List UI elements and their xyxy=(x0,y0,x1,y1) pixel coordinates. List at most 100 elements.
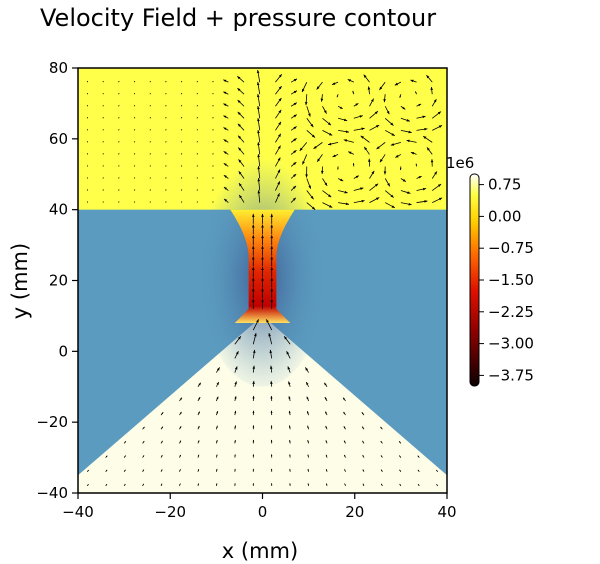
velocity-arrow xyxy=(270,235,274,246)
arrow-head xyxy=(277,181,280,185)
velocity-arrow xyxy=(160,483,163,487)
velocity-arrow xyxy=(212,129,214,131)
velocity-arrow xyxy=(123,469,126,472)
y-tick-label: 80 xyxy=(49,59,68,77)
arrow-head xyxy=(197,440,200,443)
velocity-arrow xyxy=(212,141,214,143)
arrow-head xyxy=(270,410,273,413)
velocity-arrow xyxy=(431,111,442,119)
arrow-head xyxy=(149,129,151,130)
velocity-arrow xyxy=(307,440,310,444)
arrow-head xyxy=(293,162,297,166)
velocity-arrow xyxy=(400,129,412,134)
arrow-head xyxy=(316,86,320,90)
arrow-head xyxy=(310,123,314,128)
arrow-head xyxy=(212,141,214,142)
velocity-arrow xyxy=(102,201,104,203)
velocity-arrow xyxy=(223,151,229,155)
velocity-arrow xyxy=(261,266,264,277)
velocity-arrow xyxy=(290,90,298,95)
arrow-head xyxy=(278,109,282,114)
velocity-arrow xyxy=(212,80,214,83)
colorbar-tick-label: −0.75 xyxy=(488,239,534,257)
arrow-head xyxy=(257,130,260,134)
velocity-arrow xyxy=(305,381,309,387)
arrow-head xyxy=(271,468,273,471)
arrow-head xyxy=(197,117,198,118)
arrow-head xyxy=(437,184,442,187)
velocity-arrow xyxy=(353,115,363,119)
arrow-head xyxy=(181,141,182,142)
velocity-arrow xyxy=(238,182,245,191)
arrow-head xyxy=(326,469,328,471)
velocity-arrow xyxy=(165,165,167,167)
velocity-arrow xyxy=(270,439,273,444)
velocity-arrow xyxy=(257,105,261,119)
arrow-head xyxy=(257,154,260,158)
arrow-head xyxy=(434,171,437,175)
velocity-arrow xyxy=(234,454,236,458)
velocity-arrow xyxy=(417,483,420,487)
arrow-head xyxy=(293,150,297,154)
velocity-arrow xyxy=(369,197,380,203)
velocity-arrow xyxy=(234,366,238,373)
velocity-arrow xyxy=(252,319,259,331)
velocity-arrow xyxy=(380,469,383,472)
arrow-head xyxy=(251,288,255,292)
arrow-head xyxy=(360,187,364,191)
velocity-arrow xyxy=(288,381,291,387)
arrow-head xyxy=(223,139,227,142)
arrow-head xyxy=(293,78,298,82)
arrow-head xyxy=(337,167,339,170)
arrow-head xyxy=(165,117,167,118)
velocity-arrow xyxy=(237,87,245,95)
arrow-head xyxy=(371,170,375,175)
velocity-arrow xyxy=(322,202,333,208)
velocity-arrow xyxy=(288,396,291,402)
velocity-arrow xyxy=(322,117,332,126)
velocity-arrow xyxy=(415,163,417,167)
arrow-head xyxy=(252,483,254,485)
arrow-head xyxy=(352,90,355,93)
velocity-arrow xyxy=(417,469,420,472)
velocity-arrow xyxy=(290,173,297,179)
arrow-head xyxy=(181,189,182,191)
velocity-arrow xyxy=(223,162,229,167)
arrow-head xyxy=(239,194,242,199)
velocity-arrow xyxy=(251,288,255,299)
arrow-head xyxy=(423,136,427,139)
velocity-arrow xyxy=(165,141,167,143)
arrow-head xyxy=(355,103,359,106)
arrow-head xyxy=(371,98,374,102)
velocity-arrow xyxy=(149,153,151,155)
velocity-arrow xyxy=(133,129,136,131)
arrow-head xyxy=(134,165,135,167)
velocity-arrow xyxy=(380,440,383,444)
velocity-arrow xyxy=(431,98,437,107)
velocity-arrow xyxy=(352,163,355,167)
velocity-arrow xyxy=(398,441,402,444)
arrow-head xyxy=(105,469,108,472)
velocity-arrow xyxy=(197,483,200,487)
arrow-head xyxy=(223,91,227,95)
arrow-head xyxy=(391,205,395,208)
arrow-head xyxy=(212,105,214,106)
velocity-arrow xyxy=(102,141,104,143)
velocity-arrow xyxy=(149,165,151,167)
velocity-arrow xyxy=(180,92,183,95)
arrow-head xyxy=(395,154,399,158)
arrow-head xyxy=(165,141,167,142)
velocity-arrow xyxy=(261,245,264,256)
velocity-arrow xyxy=(287,366,291,373)
velocity-arrow xyxy=(251,256,255,267)
inlet-cone-fill xyxy=(78,315,447,493)
velocity-arrow xyxy=(299,142,308,152)
velocity-arrow xyxy=(331,81,339,85)
arrow-head xyxy=(270,256,274,260)
velocity-arrow xyxy=(197,440,200,444)
arrow-head xyxy=(216,367,220,371)
arrow-head xyxy=(363,74,367,78)
velocity-arrow xyxy=(369,183,379,191)
arrow-head xyxy=(344,454,346,457)
arrow-head xyxy=(426,147,430,151)
